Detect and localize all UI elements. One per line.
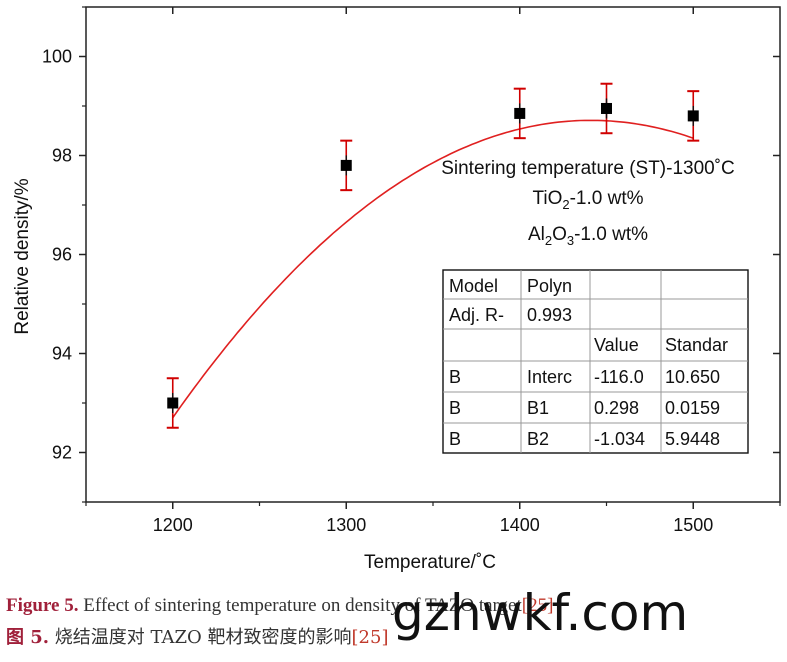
chart: 1200 1300 1400 1500 92 94 96 98 100 Temperature/˚… xyxy=(12,6,781,573)
annotation-line2: TiO2-1.0 wt% xyxy=(532,188,643,212)
table-cell: 5.9448 xyxy=(665,429,720,449)
data-point xyxy=(513,87,526,140)
table-cell: Model xyxy=(449,276,498,296)
marker xyxy=(514,107,526,119)
table-cell: Polyn xyxy=(527,276,572,296)
table-cell: Value xyxy=(594,335,639,355)
marker xyxy=(687,110,699,122)
x-tick-label: 1400 xyxy=(500,515,540,535)
x-tick-label: 1200 xyxy=(153,515,193,535)
data-point xyxy=(166,377,179,429)
table-cell: B2 xyxy=(527,429,549,449)
caption-label-cn: 图 5. xyxy=(6,627,50,648)
y-tick-label: 92 xyxy=(52,443,72,463)
data-point xyxy=(687,90,700,142)
figure-caption-chinese: 图 5. 烧结温度对 TAZO 靶材致密度的影响[25] xyxy=(6,623,388,649)
caption-label: Figure 5. xyxy=(6,595,79,616)
table-cell: 0.993 xyxy=(527,305,572,325)
x-tick-label: 1300 xyxy=(326,515,366,535)
table-cell: -1.034 xyxy=(594,429,645,449)
y-tick-label: 98 xyxy=(52,146,72,166)
y-axis-title: Relative density/% xyxy=(12,178,33,334)
annotation-line3: Al2O3-1.0 wt% xyxy=(528,224,648,248)
marker xyxy=(167,397,179,409)
table-cell: B1 xyxy=(527,398,549,418)
table-cell: -116.0 xyxy=(594,367,644,387)
marker xyxy=(340,159,352,171)
caption-reference-link-cn[interactable]: [25] xyxy=(351,627,389,648)
table-cell: B xyxy=(449,367,461,387)
caption-text: Effect of sintering temperature on densi… xyxy=(78,595,522,616)
data-point xyxy=(600,82,613,135)
table-cell: Standar xyxy=(665,335,728,355)
table-cell: 10.650 xyxy=(665,367,720,387)
y-tick-label: 94 xyxy=(52,344,72,364)
watermark: gzhwkf.com xyxy=(392,584,689,642)
data-point xyxy=(340,139,353,192)
table-cell: Interc xyxy=(527,367,572,387)
table-cell: 0.298 xyxy=(594,398,639,418)
x-tick-label: 1500 xyxy=(673,515,713,535)
y-tick-label: 96 xyxy=(52,245,72,265)
data-points-layer xyxy=(166,82,700,429)
marker xyxy=(601,102,612,114)
caption-text-cn: 烧结温度对 TAZO 靶材致密度的影响 xyxy=(49,627,352,648)
table-cell: B xyxy=(449,398,461,418)
x-axis-title: Temperature/˚C xyxy=(364,552,496,573)
chart-axes: 1200 1300 1400 1500 92 94 96 98 100 Temperature/˚… xyxy=(12,6,781,573)
table-cell: 0.0159 xyxy=(665,398,720,418)
annotation-line1: Sintering temperature (ST)-1300˚C xyxy=(441,158,735,179)
annotation: Sintering temperature (ST)-1300˚C TiO2-1… xyxy=(441,158,735,248)
table-cell: Adj. R- xyxy=(449,305,504,325)
figure-caption-english: Figure 5. Effect of sintering temperatur… xyxy=(6,595,553,617)
caption-reference-link[interactable]: [25] xyxy=(521,595,554,616)
y-tick-label: 100 xyxy=(42,47,72,67)
table-cell: B xyxy=(449,429,461,449)
fit-table: Model Polyn Adj. R- 0.993 Value Standar B Inter… xyxy=(442,269,749,454)
